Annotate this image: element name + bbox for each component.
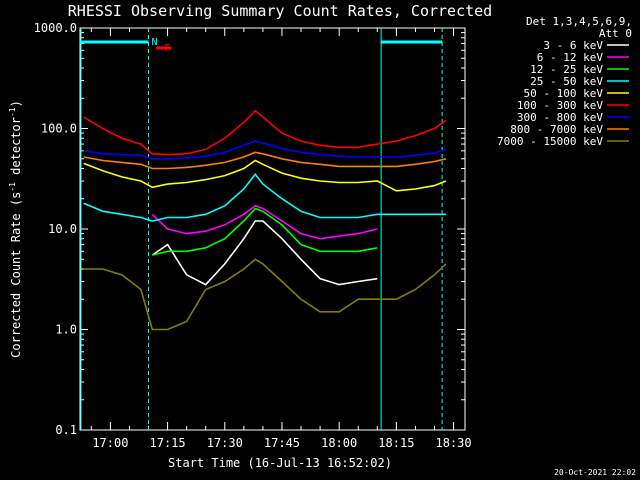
y-axis-label-sup1: -1 — [8, 182, 17, 192]
series-line — [83, 258, 447, 331]
x-tick-label: 17:00 — [92, 436, 128, 450]
legend-label: 3 - 6 keV — [543, 39, 603, 52]
y-axis-label-sup2: -1 — [8, 107, 17, 117]
legend-label: 100 - 300 keV — [517, 99, 603, 112]
legend-label: 7000 - 15000 keV — [497, 135, 603, 148]
y-tick-label: 1.0 — [55, 323, 77, 337]
legend-header-line2: Att 0 — [599, 27, 632, 40]
series-line — [83, 151, 447, 170]
series-line — [83, 140, 447, 160]
x-tick-label: 17:30 — [207, 436, 243, 450]
x-tick-label: 18:00 — [321, 436, 357, 450]
y-axis: 1000.0 100.0 10.0 1.0 0.1 — [34, 21, 465, 437]
series-line — [152, 207, 378, 256]
y-tick-label: 10.0 — [48, 222, 77, 236]
x-tick-label: 17:15 — [150, 436, 186, 450]
legend-label: 12 - 25 keV — [530, 63, 603, 76]
legend-label: 800 - 7000 keV — [510, 123, 603, 136]
series-line — [151, 204, 378, 240]
footer-date: 20-Oct-2021 22:02 — [554, 468, 636, 477]
legend-header-line1: Det 1,3,4,5,6,9, — [526, 15, 632, 28]
series-line — [83, 172, 446, 222]
y-axis-label-mid: detector — [9, 117, 23, 182]
x-tick-label: 18:15 — [378, 436, 414, 450]
x-axis-label: Start Time (16-Jul-13 16:52:02) — [168, 456, 392, 470]
series-line — [83, 159, 447, 192]
x-tick-label: 18:30 — [435, 436, 471, 450]
series-line — [83, 109, 447, 156]
y-axis-label: Corrected Count Rate (s-1 detector-1) — [8, 100, 23, 358]
y-tick-label: 1000.0 — [34, 21, 77, 35]
series-lines — [83, 109, 447, 331]
legend-label: 50 - 100 keV — [524, 87, 604, 100]
flag-label: F — [164, 43, 170, 54]
x-tick-label: 17:45 — [264, 436, 300, 450]
y-axis-label-main: Corrected Count Rate (s — [9, 192, 23, 358]
flag-label: N — [151, 37, 157, 48]
y-tick-label: 0.1 — [55, 423, 77, 437]
legend-label: 25 - 50 keV — [530, 75, 603, 88]
legend-label: 300 - 800 keV — [517, 111, 603, 124]
legend-label: 6 - 12 keV — [537, 51, 604, 64]
flag-bars: NF — [79, 28, 443, 430]
y-tick-label: 100.0 — [41, 122, 77, 136]
y-axis-label-end: ) — [9, 100, 23, 107]
chart-title: RHESSI Observing Summary Count Rates, Co… — [68, 2, 492, 20]
series-line — [151, 220, 378, 286]
